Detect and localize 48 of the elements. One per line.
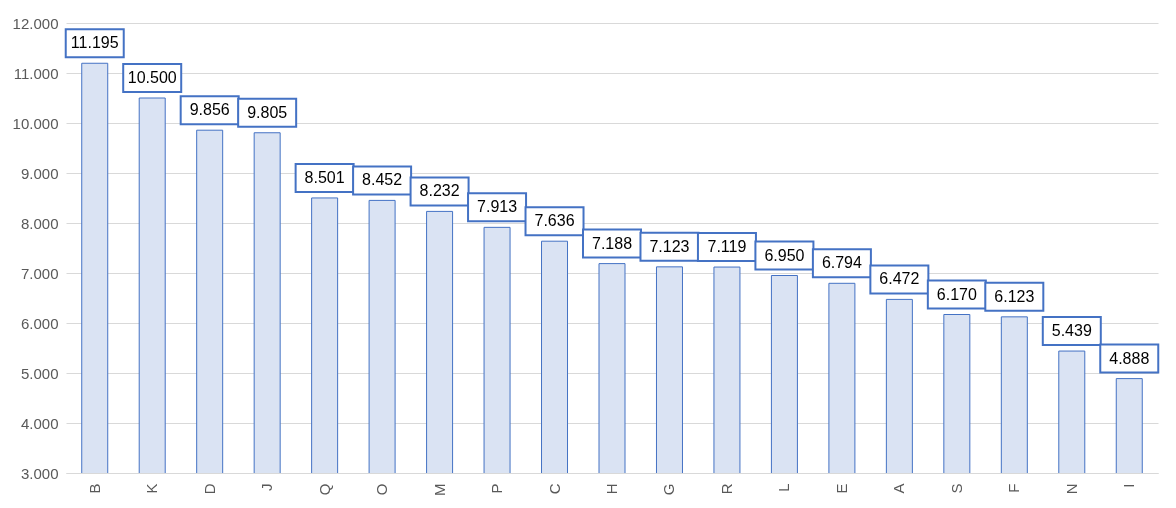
y-tick-label: 6.000 <box>20 314 59 332</box>
data-label: 9.805 <box>247 103 288 121</box>
data-label: 6.472 <box>879 270 920 288</box>
data-label: 7.123 <box>649 237 690 255</box>
y-tick-label: 7.000 <box>20 264 59 282</box>
x-tick-label: S <box>947 483 965 494</box>
x-tick-label: G <box>660 483 678 496</box>
x-tick-label: N <box>1062 483 1080 495</box>
y-tick-label: 12.000 <box>12 14 59 32</box>
data-label: 6.794 <box>821 254 863 272</box>
data-label: 7.188 <box>591 234 633 252</box>
y-tick-label: 11.000 <box>13 64 59 82</box>
x-tick-label: E <box>832 483 850 494</box>
x-tick-label: M <box>430 483 448 496</box>
y-tick-label: 9.000 <box>20 164 59 182</box>
data-label: 10.500 <box>127 69 177 86</box>
data-label: 5.439 <box>1051 322 1092 340</box>
x-tick-label: H <box>603 483 620 495</box>
data-label: 4.888 <box>1109 349 1150 367</box>
data-label: 7.636 <box>534 212 575 230</box>
y-tick-label: 3.000 <box>20 464 59 482</box>
data-label: 7.119 <box>707 238 747 256</box>
data-label: 6.950 <box>764 246 805 264</box>
y-tick-label: 4.000 <box>20 414 59 432</box>
x-tick-label: L <box>775 483 793 492</box>
y-tick-label: 5.000 <box>20 364 59 382</box>
data-label: 9.856 <box>189 101 230 119</box>
data-label: 8.232 <box>419 182 460 200</box>
x-tick-label: K <box>143 483 161 494</box>
y-tick-label: 10.000 <box>12 114 59 132</box>
x-tick-label: A <box>890 483 908 494</box>
data-label: 7.913 <box>477 198 518 216</box>
x-tick-label: P <box>488 483 506 494</box>
x-tick-label: F <box>1005 483 1023 493</box>
x-tick-label: J <box>258 483 276 491</box>
data-label: 11.195 <box>70 34 119 52</box>
x-tick-label: R <box>717 483 735 495</box>
x-tick-label: O <box>373 483 391 496</box>
data-label: 8.452 <box>362 171 403 189</box>
data-label: 8.501 <box>304 168 345 186</box>
x-tick-label: B <box>85 483 103 494</box>
x-tick-label: C <box>545 483 563 495</box>
data-label: 6.170 <box>936 285 977 303</box>
y-tick-label: 8.000 <box>20 214 59 232</box>
x-tick-label: Q <box>315 483 333 496</box>
x-tick-label: D <box>200 483 218 495</box>
data-label: 6.123 <box>994 287 1035 305</box>
x-tick-label: I <box>1120 483 1138 488</box>
